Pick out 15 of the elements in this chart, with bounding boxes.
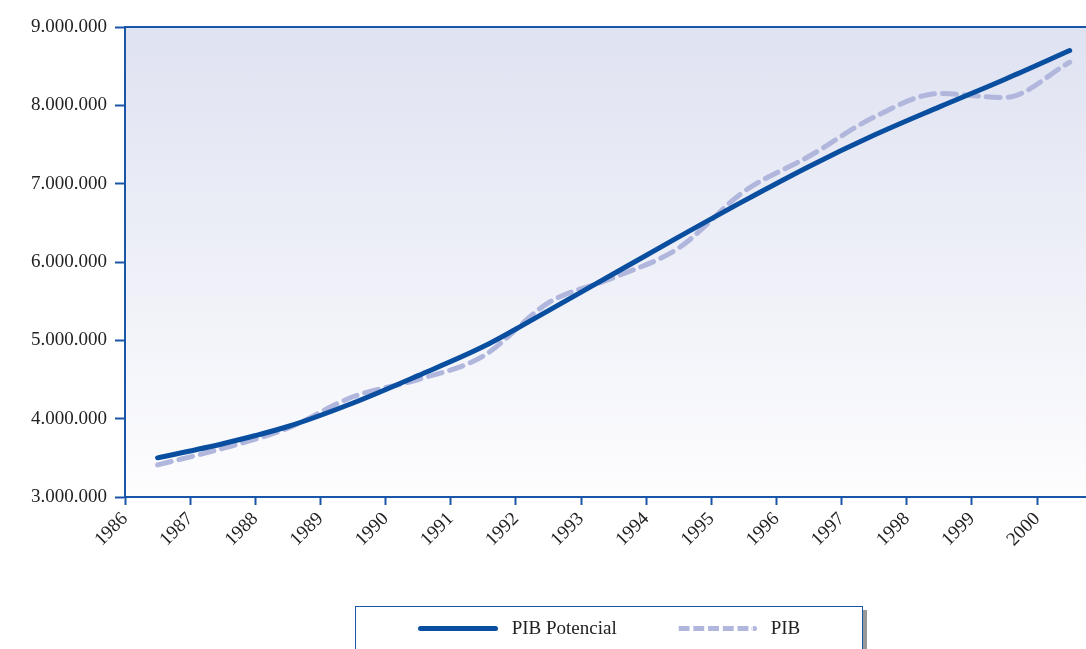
legend-label: PIB Potencial [511,617,617,639]
x-tick-label: 1990 [350,507,392,550]
legend-label: PIB [770,617,801,639]
x-tick-label: 1992 [480,507,523,550]
y-tick-label: 4.000.000 [31,406,107,428]
x-tick-label: 1991 [415,507,458,550]
y-tick-label: 9.000.000 [31,14,107,36]
y-tick-label: 3.000.000 [31,484,107,506]
x-tick-label: 1999 [936,507,979,550]
y-tick-label: 6.000.000 [31,249,107,271]
x-tick-label: 1989 [285,507,327,550]
y-tick-label: 7.000.000 [31,171,107,193]
x-tick-label: 1993 [545,507,588,550]
y-tick-label: 8.000.000 [31,93,107,115]
y-tick-label: 5.000.000 [31,328,107,350]
